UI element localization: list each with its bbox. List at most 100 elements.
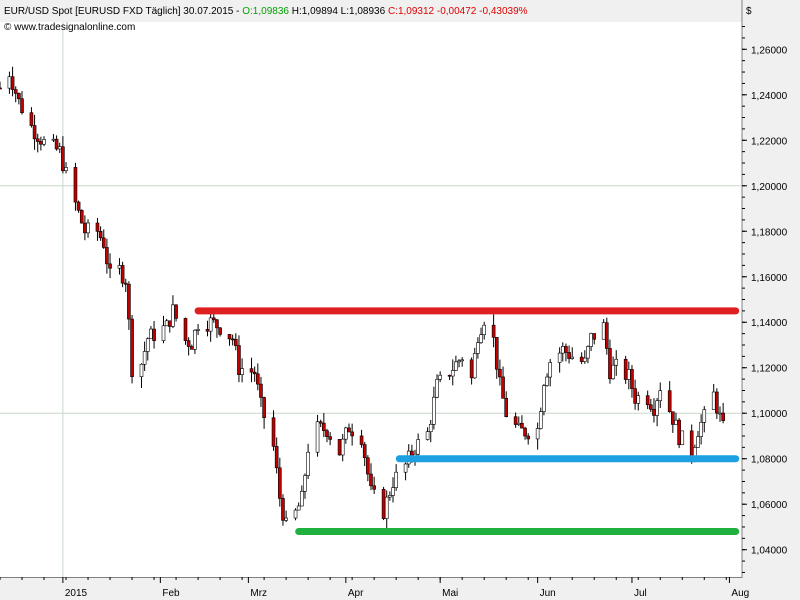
candle <box>498 359 502 386</box>
candle-body <box>567 352 571 359</box>
candle <box>61 136 65 174</box>
candle <box>101 229 106 249</box>
candle-body <box>394 471 398 488</box>
y-tick-label: 1,06000 <box>751 500 788 511</box>
candle <box>293 508 298 521</box>
candle-body <box>152 328 156 341</box>
candle-body <box>482 324 486 335</box>
candle <box>504 391 508 418</box>
candle <box>17 92 21 105</box>
candle-body <box>13 89 18 94</box>
candle-body <box>438 374 442 380</box>
candle <box>608 339 612 384</box>
candle <box>479 327 483 344</box>
header-high: H:1,09894 <box>289 6 338 17</box>
candle-body <box>208 317 213 332</box>
candle-body <box>35 138 40 142</box>
candle-body <box>498 368 502 378</box>
candle-body <box>249 368 254 373</box>
candle-body <box>284 517 288 521</box>
header-symbol: EUR/USD Spot [EURUSD FXD Täglich] 30.07.… <box>4 6 242 17</box>
candle-body <box>211 317 216 321</box>
candle-body <box>164 320 169 327</box>
candle-body <box>174 304 178 319</box>
candle <box>372 476 376 494</box>
candle <box>347 423 351 433</box>
candle <box>278 457 282 507</box>
candle-body <box>671 411 675 425</box>
candle <box>671 411 675 433</box>
candle <box>428 420 433 443</box>
candle-body <box>95 222 100 232</box>
candle-body <box>680 430 685 446</box>
candle-body <box>513 416 518 425</box>
candle-body <box>652 409 656 416</box>
candle-body <box>259 383 263 398</box>
candle <box>460 357 464 367</box>
candle-body <box>98 231 103 239</box>
y-tick-label: 1,18000 <box>751 227 788 238</box>
candle <box>322 412 326 438</box>
candle-body <box>526 435 531 440</box>
candle-body <box>171 304 175 327</box>
candle-body <box>240 368 244 375</box>
candle-body <box>586 346 590 359</box>
candle <box>523 426 527 440</box>
candle-body <box>54 138 59 150</box>
candle <box>450 359 455 386</box>
candle <box>32 114 37 150</box>
candle-body <box>557 352 562 363</box>
x-tick-label: Aug <box>731 588 749 599</box>
candle-body <box>0 87 2 90</box>
candle <box>127 281 131 330</box>
candle <box>183 317 188 345</box>
candle <box>281 494 285 526</box>
candle <box>186 337 191 356</box>
candle-body <box>472 353 477 379</box>
candle <box>240 358 244 383</box>
candle <box>318 419 323 428</box>
candle-body <box>718 412 722 415</box>
candle-body <box>293 509 298 519</box>
candle-body <box>256 373 260 385</box>
candle <box>249 357 254 383</box>
candle-body <box>183 318 188 341</box>
candle-body <box>677 419 681 446</box>
candle-body <box>435 379 439 398</box>
candle-body <box>20 98 24 113</box>
candle <box>535 422 540 450</box>
x-tick-label: Mrz <box>250 588 267 599</box>
candle <box>76 200 81 213</box>
candle <box>721 402 725 424</box>
candle <box>592 333 597 345</box>
candle-body <box>120 265 125 284</box>
candle-body <box>86 222 90 234</box>
candle-body <box>252 371 257 375</box>
candle-body <box>545 376 549 386</box>
candle <box>120 261 125 288</box>
candle-body <box>123 282 128 285</box>
candle <box>315 414 320 457</box>
candle <box>274 437 279 474</box>
candle-body <box>501 376 505 399</box>
candle <box>284 510 288 523</box>
candle <box>623 355 628 384</box>
candle-body <box>73 167 78 203</box>
candle <box>438 371 442 383</box>
candle-body <box>303 475 307 492</box>
candle-body <box>32 125 37 140</box>
candle-body <box>161 325 166 341</box>
candle <box>520 415 524 429</box>
candle-body <box>262 397 266 419</box>
chart-header: EUR/USD Spot [EURUSD FXD Täglich] 30.07.… <box>4 6 528 17</box>
candle <box>73 162 78 211</box>
candle-body <box>658 390 663 402</box>
candle-body <box>186 340 191 347</box>
candle-body <box>108 263 112 269</box>
candle <box>645 390 650 410</box>
candle-body <box>630 369 634 389</box>
candle-body <box>479 334 483 344</box>
candle <box>677 418 681 449</box>
candle <box>482 321 486 340</box>
